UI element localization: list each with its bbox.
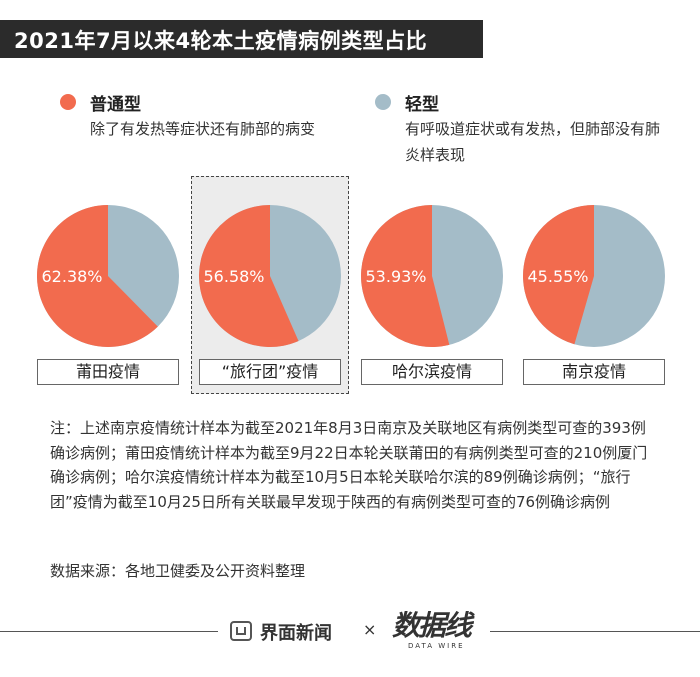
pie-1: 62.38% — [36, 204, 180, 348]
pie-category-label: 南京疫情 — [523, 359, 665, 385]
datawire-logo: 数据线 DATA WIRE — [392, 604, 480, 652]
datawire-brand: 数据线 — [392, 609, 472, 642]
pie-2: 56.58% — [198, 204, 342, 348]
pie-category-label: 莆田疫情 — [37, 359, 179, 385]
pie-slice-common — [523, 205, 594, 345]
jiemian-brand: 界面新闻 — [260, 623, 332, 644]
legend-mild-desc: 有呼吸道症状或有发热，但肺部没有肺炎样表现 — [405, 120, 661, 164]
pie-slice-common — [36, 205, 158, 347]
legend-common-swatch — [60, 94, 76, 110]
pie-category-label: 哈尔滨疫情 — [361, 359, 503, 385]
pie-3: 53.93% — [360, 204, 504, 348]
footnote: 注：上述南京疫情统计样本为截至2021年8月3日南京及关联地区有病例类型可查的3… — [50, 419, 648, 511]
pie-value-label: 56.58% — [203, 267, 264, 286]
datawire-sub: DATA WIRE — [408, 642, 465, 650]
pie-slice-common — [198, 205, 299, 347]
pie-value-label: 45.55% — [527, 267, 588, 286]
logo-separator: × — [363, 620, 377, 639]
footer-divider-left — [0, 631, 218, 632]
legend-mild-label: 轻型 — [405, 95, 439, 115]
legend-common-label: 普通型 — [90, 95, 141, 115]
footer-divider-right — [490, 631, 700, 632]
pie-value-label: 53.93% — [365, 267, 426, 286]
data-source: 数据来源：各地卫健委及公开资料整理 — [50, 562, 306, 580]
pie-category-label: “旅行团”疫情 — [199, 359, 341, 385]
legend-common-desc: 除了有发热等症状还有肺部的病变 — [90, 120, 316, 138]
pie-value-label: 62.38% — [41, 267, 102, 286]
pie-slice-common — [361, 205, 450, 347]
pie-4: 45.55% — [522, 204, 666, 348]
jiemian-logo-icon — [230, 621, 252, 641]
legend-mild-swatch — [375, 94, 391, 110]
chart-title: 2021年7月以来4轮本土疫情病例类型占比 — [14, 29, 428, 53]
title-bar: 2021年7月以来4轮本土疫情病例类型占比 — [0, 20, 483, 58]
